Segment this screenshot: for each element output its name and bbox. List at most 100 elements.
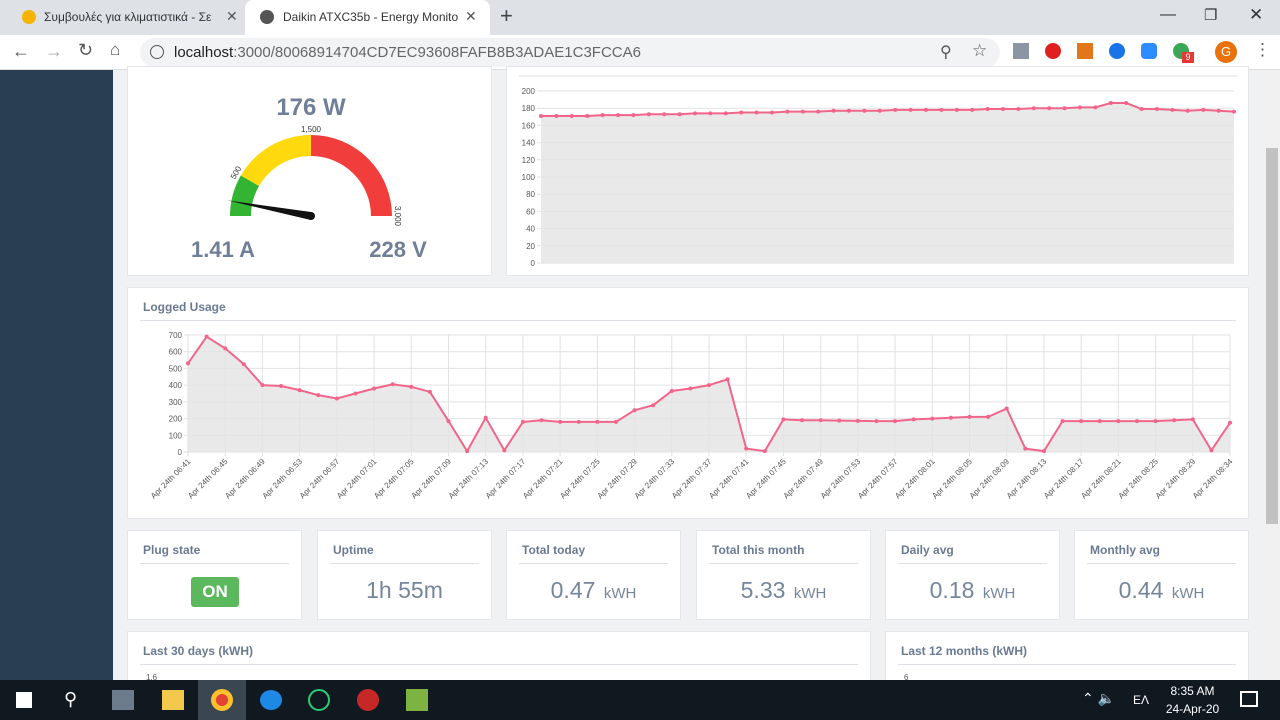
point xyxy=(847,108,851,113)
close-window[interactable]: ✕ xyxy=(1249,5,1264,24)
app-icon[interactable] xyxy=(260,690,282,710)
app-active[interactable] xyxy=(198,680,246,720)
point xyxy=(585,113,590,118)
ext-badge: 9 xyxy=(1182,52,1194,63)
point xyxy=(1185,108,1190,113)
y-tick-label: 40 xyxy=(526,225,535,234)
point xyxy=(831,108,836,113)
point xyxy=(1134,419,1139,424)
point xyxy=(1031,106,1036,111)
y-tick-label: 200 xyxy=(522,87,536,96)
point xyxy=(1201,107,1206,112)
point xyxy=(762,449,767,454)
home[interactable]: ⌂ xyxy=(110,40,121,59)
value: 0.47 xyxy=(550,577,596,603)
scroll-thumb[interactable] xyxy=(1266,148,1278,524)
point xyxy=(985,107,990,112)
url-host: localhost xyxy=(174,44,234,61)
search[interactable]: ⚲ xyxy=(64,689,78,709)
y-tick-label: 700 xyxy=(169,331,183,340)
point xyxy=(739,110,744,115)
app-icon[interactable] xyxy=(112,690,134,710)
point xyxy=(616,113,620,118)
realtime-card: 0 20 40 60 80 100 120 140 160 180 200 xyxy=(506,66,1249,276)
point xyxy=(967,414,972,419)
separator xyxy=(140,320,1236,321)
point xyxy=(186,361,190,366)
value: 1h 55m xyxy=(366,577,443,603)
clock-date: 24-Apr-20 xyxy=(1165,702,1220,716)
back[interactable]: ← xyxy=(12,41,30,61)
stat-card: Monthly avg 0.44 kWH xyxy=(1074,530,1249,620)
point xyxy=(770,110,774,115)
point xyxy=(862,108,867,113)
menu[interactable]: ⋮ xyxy=(1254,40,1271,59)
point xyxy=(334,396,339,401)
stat-value: 5.33 kWH xyxy=(697,577,870,604)
point xyxy=(1108,101,1113,106)
unit: kWH xyxy=(793,585,827,602)
point xyxy=(924,107,928,112)
point xyxy=(297,388,302,393)
gauge-needle xyxy=(227,200,312,220)
app-icon[interactable] xyxy=(162,690,184,710)
point xyxy=(800,418,805,423)
state-badge: ON xyxy=(191,577,239,607)
notifications[interactable] xyxy=(1240,691,1258,707)
reading: 228 V xyxy=(369,237,427,262)
restore[interactable]: ❐ xyxy=(1204,7,1218,24)
point xyxy=(1155,107,1159,112)
tab[interactable]: Συμβουλές για κλιματιστικά - Σε ✕ xyxy=(0,0,245,35)
area xyxy=(188,336,1230,452)
forward[interactable]: → xyxy=(45,41,63,61)
reload[interactable]: ↻ xyxy=(78,40,94,60)
separator xyxy=(898,563,1047,564)
separator xyxy=(330,563,479,564)
ext-icon[interactable] xyxy=(1045,43,1061,59)
language[interactable]: ΕΛ xyxy=(1133,693,1150,707)
tab-active[interactable]: Daikin ATXC35b - Energy Monito ✕ xyxy=(245,0,490,35)
minimize[interactable]: — xyxy=(1160,6,1176,23)
y-tick-label: 100 xyxy=(169,431,183,440)
ext-icon[interactable] xyxy=(1109,43,1125,59)
logged-card: Logged Usage 0 100 200 300 400 500 600 700 Apr 2… xyxy=(127,287,1249,519)
point xyxy=(613,419,618,424)
point xyxy=(1062,106,1067,111)
point xyxy=(409,384,414,389)
point xyxy=(1153,419,1158,424)
omnibox[interactable]: localhost:3000/80068914704CD7EC93608FAFB… xyxy=(140,38,1000,67)
point xyxy=(908,107,913,112)
tab-title: Daikin ATXC35b - Energy Monito xyxy=(283,10,459,24)
tab-close[interactable]: ✕ xyxy=(226,8,238,24)
value: 0.18 xyxy=(929,577,975,603)
point xyxy=(427,389,432,394)
card-title: Logged Usage xyxy=(143,300,226,314)
bookmark[interactable]: ☆ xyxy=(972,41,988,60)
tray[interactable]: ⌃ 🔈 xyxy=(1082,690,1116,706)
y-tick-label: 400 xyxy=(169,381,183,390)
unit: kWH xyxy=(603,585,637,602)
app-icon[interactable] xyxy=(357,689,379,711)
start[interactable] xyxy=(16,692,32,708)
point xyxy=(465,449,470,454)
point xyxy=(1232,109,1236,114)
ext-icon[interactable] xyxy=(1013,43,1029,59)
new-tab[interactable]: + xyxy=(500,3,513,28)
stat-title: Monthly avg xyxy=(1090,543,1161,557)
app-icon[interactable] xyxy=(308,689,330,711)
point xyxy=(688,386,693,391)
ext-icon[interactable] xyxy=(1077,43,1093,59)
point xyxy=(1093,105,1098,110)
app-icon[interactable] xyxy=(406,689,428,711)
stat-value: 0.18 kWH xyxy=(886,577,1059,604)
point xyxy=(502,448,507,453)
point xyxy=(600,113,605,118)
stat-title: Uptime xyxy=(333,543,374,557)
sidebar xyxy=(0,70,113,680)
zoom[interactable]: ⚲ xyxy=(940,44,952,61)
tab-close[interactable]: ✕ xyxy=(465,8,477,24)
profile[interactable]: G xyxy=(1215,41,1237,63)
reading: 1.41 A xyxy=(191,237,255,262)
ext-icon[interactable] xyxy=(1141,43,1157,59)
separator xyxy=(519,563,668,564)
